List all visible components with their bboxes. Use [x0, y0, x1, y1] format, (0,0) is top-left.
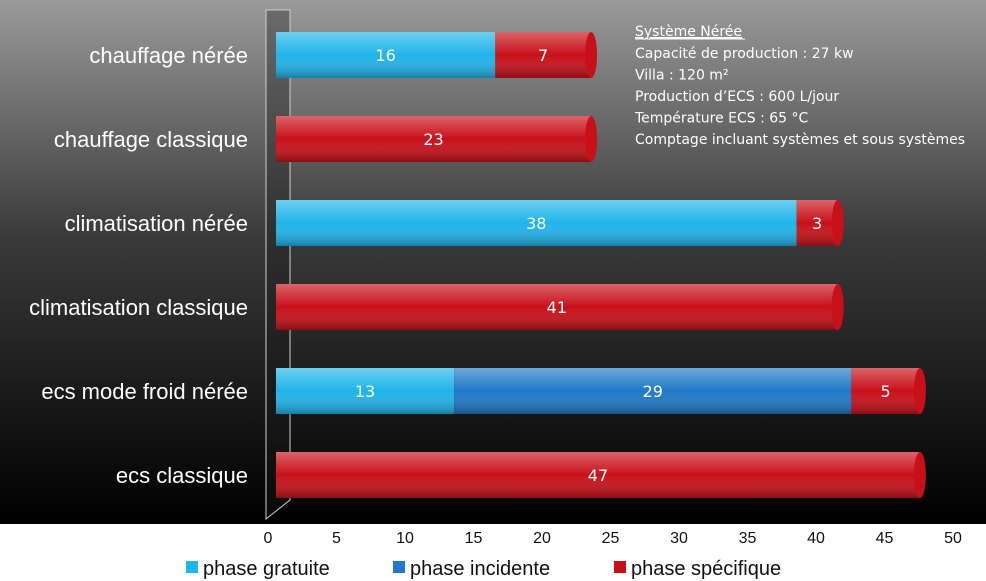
bar-segment-shade	[276, 32, 496, 78]
bar-value-label: 7	[538, 46, 548, 65]
bar-value-label: 29	[643, 382, 663, 401]
legend-label: phase gratuite	[203, 558, 330, 580]
bar-value-label: 13	[355, 382, 375, 401]
x-tick-label: 40	[807, 530, 825, 547]
bar-end-cap	[831, 284, 844, 330]
x-tick-label: 25	[602, 530, 620, 547]
legend-swatch	[614, 561, 626, 573]
annotation-line: Capacité de production : 27 kw	[635, 46, 854, 62]
bar-value-label: 38	[526, 214, 546, 233]
category-label: chauffage classique	[54, 127, 248, 152]
x-tick-label: 10	[396, 530, 414, 547]
x-tick-label: 0	[264, 530, 273, 547]
bar-value-label: 41	[547, 298, 567, 317]
bar-value-label: 47	[588, 466, 608, 485]
bar-segment-shade	[276, 116, 592, 162]
bar-segment-shade	[276, 368, 455, 414]
bar-segment-shade	[796, 200, 838, 246]
bar-value-label: 16	[375, 46, 395, 65]
plot-background	[0, 0, 986, 524]
bar-end-cap	[585, 116, 598, 162]
bar-segment-shade	[454, 368, 852, 414]
annotation-title: Système Nérée	[635, 24, 742, 40]
bar-end-cap	[585, 32, 598, 78]
x-tick-label: 30	[670, 530, 688, 547]
x-tick-label: 20	[533, 530, 551, 547]
annotation-line: Villa : 120 m²	[635, 68, 729, 84]
bar-segment-shade	[851, 368, 920, 414]
axis-wall-panel	[265, 9, 291, 521]
x-tick-label: 45	[876, 530, 894, 547]
category-label: climatisation classique	[29, 295, 248, 320]
category-label: climatisation nérée	[65, 211, 248, 236]
bar-end-cap	[831, 200, 844, 246]
annotation-line: Production d’ECS : 600 L/jour	[635, 89, 839, 105]
legend-label: phase incidente	[410, 558, 550, 580]
bar-segment-shade	[276, 200, 797, 246]
x-tick-label: 50	[944, 530, 962, 547]
bars: 16 7 23 38 3 41 13 29 5 47	[276, 32, 926, 498]
annotation-line: Comptage incluant systèmes et sous systè…	[635, 132, 965, 148]
category-label: chauffage nérée	[89, 43, 248, 68]
x-tick-label: 35	[739, 530, 757, 547]
bar-end-cap	[913, 452, 926, 498]
category-label: ecs mode froid nérée	[41, 379, 248, 404]
bar-value-label: 3	[812, 214, 822, 233]
x-tick-label: 5	[332, 530, 341, 547]
x-tick-label: 15	[465, 530, 483, 547]
annotation-line: Température ECS : 65 °C	[634, 111, 809, 127]
legend-swatch	[186, 561, 198, 573]
legend: phase gratuite phase incidente phase spéci…	[186, 558, 781, 580]
bar-value-label: 5	[881, 382, 891, 401]
bar-segment-shade	[495, 32, 592, 78]
legend-label: phase spécifique	[631, 558, 781, 580]
x-axis-ticks: 0 5 10 15 20 25 30 35 40 45 50	[264, 530, 962, 547]
axis-wall	[265, 9, 291, 521]
category-labels: chauffage nérée chauffage classique climat…	[29, 43, 248, 488]
legend-swatch	[393, 561, 405, 573]
bar-segment-shade	[276, 452, 920, 498]
annotation-box: Système Nérée Capacité de production : 27…	[634, 24, 965, 148]
bar-end-cap	[913, 368, 926, 414]
category-label: ecs classique	[116, 463, 248, 488]
legend-background	[0, 524, 986, 581]
bar-value-label: 23	[423, 130, 443, 149]
bar-segment-shade	[276, 284, 838, 330]
